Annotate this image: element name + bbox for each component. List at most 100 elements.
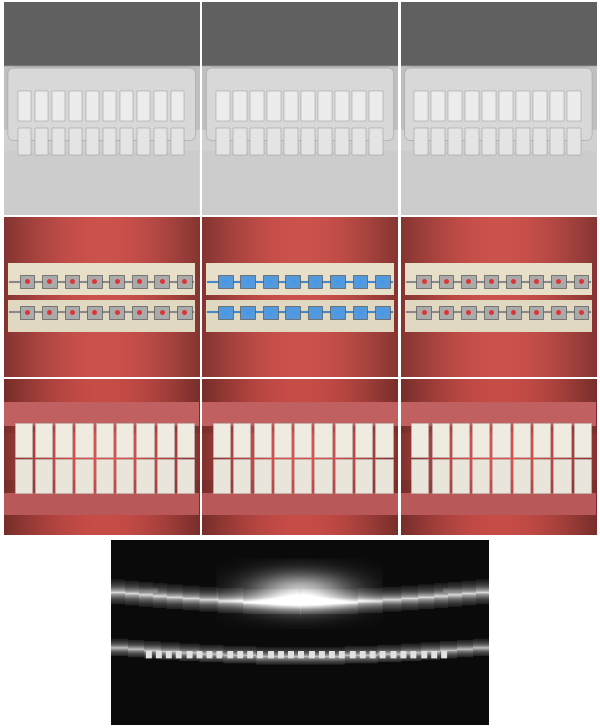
Bar	[17, 127, 31, 155]
Bar	[308, 275, 322, 288]
Bar	[452, 459, 469, 493]
Bar	[574, 306, 588, 319]
Bar	[87, 306, 101, 319]
Bar	[55, 423, 73, 457]
Bar	[533, 423, 550, 457]
Bar	[109, 306, 124, 319]
Bar	[517, 92, 530, 122]
Bar	[65, 275, 79, 288]
Bar	[567, 127, 581, 155]
Bar	[17, 92, 31, 122]
Bar	[533, 127, 547, 155]
Bar	[506, 275, 521, 288]
Bar	[318, 92, 332, 122]
Bar	[431, 127, 445, 155]
Bar	[263, 275, 278, 288]
Bar	[177, 423, 194, 457]
Bar	[233, 127, 247, 155]
Bar	[551, 275, 566, 288]
Bar	[431, 423, 449, 457]
Bar	[202, 403, 398, 426]
Bar	[170, 92, 184, 122]
Bar	[352, 92, 365, 122]
Bar	[274, 423, 291, 457]
Bar	[472, 459, 490, 493]
Bar	[466, 127, 479, 155]
Bar	[314, 459, 332, 493]
Bar	[499, 92, 513, 122]
Bar	[461, 306, 476, 319]
Bar	[439, 275, 454, 288]
Bar	[20, 306, 34, 319]
Bar	[551, 306, 566, 319]
Bar	[116, 459, 133, 493]
Bar	[55, 459, 73, 493]
Bar	[401, 493, 596, 515]
Bar	[472, 423, 490, 457]
Bar	[170, 127, 184, 155]
Bar	[284, 92, 298, 122]
Bar	[216, 127, 230, 155]
Bar	[254, 423, 271, 457]
Bar	[233, 92, 247, 122]
FancyBboxPatch shape	[8, 68, 196, 141]
Bar	[202, 151, 398, 215]
Bar	[335, 459, 352, 493]
Bar	[493, 459, 509, 493]
Bar	[335, 92, 349, 122]
Bar	[353, 306, 367, 319]
Bar	[136, 423, 154, 457]
Bar	[482, 92, 496, 122]
Bar	[484, 275, 499, 288]
Bar	[35, 127, 49, 155]
FancyBboxPatch shape	[206, 68, 394, 141]
Bar	[87, 275, 101, 288]
Bar	[513, 459, 530, 493]
Bar	[96, 423, 113, 457]
Bar	[376, 423, 392, 457]
Bar	[416, 275, 431, 288]
Bar	[157, 459, 174, 493]
Bar	[14, 423, 32, 457]
Bar	[431, 459, 449, 493]
Bar	[567, 92, 581, 122]
Bar	[461, 275, 476, 288]
Bar	[553, 423, 571, 457]
Bar	[96, 459, 113, 493]
Bar	[177, 459, 194, 493]
Bar	[513, 423, 530, 457]
Bar	[401, 403, 596, 426]
Bar	[218, 306, 233, 319]
Bar	[267, 92, 281, 122]
Bar	[404, 300, 592, 332]
Bar	[241, 306, 255, 319]
Bar	[355, 423, 372, 457]
Bar	[177, 306, 191, 319]
Bar	[76, 423, 92, 457]
Bar	[550, 92, 564, 122]
Bar	[352, 127, 365, 155]
Bar	[574, 275, 588, 288]
Bar	[4, 493, 199, 515]
Bar	[136, 459, 154, 493]
Bar	[254, 459, 271, 493]
Bar	[132, 275, 146, 288]
Bar	[533, 459, 550, 493]
Bar	[411, 423, 428, 457]
Bar	[553, 459, 571, 493]
Bar	[301, 92, 314, 122]
Bar	[335, 423, 352, 457]
Bar	[286, 306, 300, 319]
Bar	[119, 92, 133, 122]
Bar	[263, 306, 278, 319]
Bar	[335, 127, 349, 155]
Bar	[157, 423, 174, 457]
Bar	[376, 459, 392, 493]
Bar	[404, 264, 592, 296]
Bar	[35, 423, 52, 457]
Bar	[301, 127, 314, 155]
Bar	[103, 92, 116, 122]
Bar	[452, 423, 469, 457]
Bar	[308, 306, 322, 319]
Bar	[274, 459, 291, 493]
